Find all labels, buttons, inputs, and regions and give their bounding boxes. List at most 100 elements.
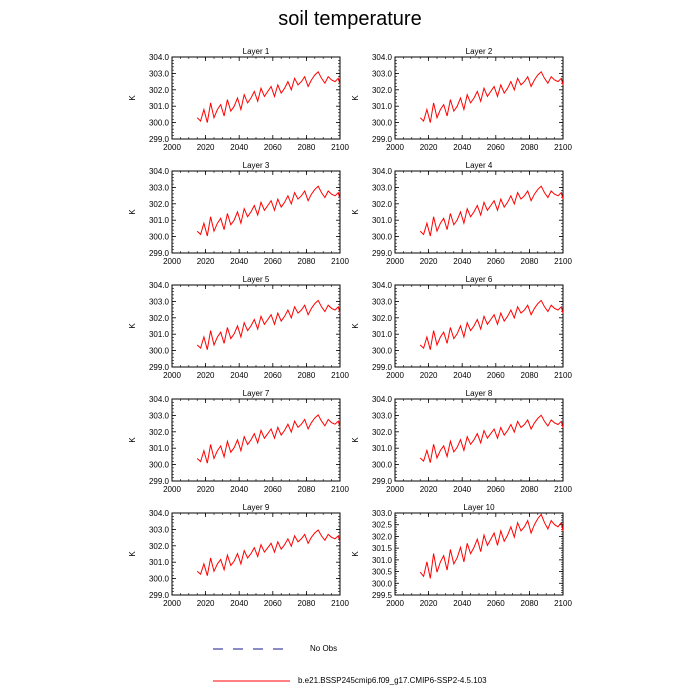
panel-4: Layer 4 K 299.0 300.0 301.0 302.0 303.0 304.0 20…: [351, 161, 572, 266]
y-tick-label: 300.0: [372, 347, 393, 356]
y-axis-label: K: [351, 209, 360, 215]
panel-2: Layer 2 K 299.0 300.0 301.0 302.0 303.0 304.0 20…: [351, 47, 572, 152]
panel-frame: [171, 398, 341, 482]
y-tick-label: 302.5: [372, 521, 393, 530]
x-tick-label: 2040: [453, 485, 471, 494]
y-tick-label: 301.0: [372, 102, 393, 111]
y-tick-label: 303.0: [372, 297, 393, 306]
x-tick-label: 2020: [420, 257, 438, 266]
panel-frame: [171, 170, 341, 254]
x-tick-label: 2100: [331, 599, 349, 608]
y-tick-label: 303.0: [149, 525, 170, 534]
y-axis-label: K: [128, 95, 137, 101]
y-axis-label: K: [128, 323, 137, 329]
x-tick-label: 2020: [197, 599, 215, 608]
panel-title: Layer 7: [243, 389, 270, 398]
y-tick-label: 299.0: [372, 477, 393, 486]
x-tick-label: 2020: [420, 371, 438, 380]
x-tick-label: 2020: [197, 257, 215, 266]
x-tick-label: 2080: [298, 143, 316, 152]
x-tick-label: 2080: [298, 599, 316, 608]
x-tick-label: 2000: [163, 599, 181, 608]
y-tick-label: 303.0: [149, 183, 170, 192]
panel-3: Layer 3 K 299.0 300.0 301.0 302.0 303.0 304.0 20…: [128, 161, 349, 266]
x-tick-label: 2020: [420, 599, 438, 608]
y-tick-label: 304.0: [372, 167, 393, 176]
y-axis-label: K: [128, 437, 137, 443]
x-tick-label: 2040: [453, 257, 471, 266]
y-tick-label: 301.0: [372, 216, 393, 225]
x-tick-label: 2040: [453, 143, 471, 152]
x-tick-label: 2060: [264, 485, 282, 494]
y-tick-label: 302.0: [372, 314, 393, 323]
series-line: [196, 185, 341, 237]
x-tick-label: 2000: [386, 257, 404, 266]
panel-title: Layer 1: [243, 47, 270, 56]
y-tick-label: 301.0: [372, 556, 393, 565]
x-tick-label: 2080: [521, 599, 539, 608]
x-tick-label: 2000: [163, 371, 181, 380]
x-tick-label: 2040: [453, 599, 471, 608]
y-axis-label: K: [128, 209, 137, 215]
y-tick-label: 299.0: [372, 363, 393, 372]
panel-title: Layer 9: [243, 503, 270, 512]
y-tick-label: 301.0: [372, 330, 393, 339]
y-tick-label: 304.0: [149, 509, 170, 518]
x-tick-label: 2000: [163, 485, 181, 494]
y-tick-label: 300.0: [149, 575, 170, 584]
y-tick-label: 302.0: [149, 314, 170, 323]
x-tick-label: 2000: [386, 599, 404, 608]
y-tick-label: 304.0: [149, 53, 170, 62]
y-tick-label: 302.0: [372, 86, 393, 95]
x-tick-label: 2060: [487, 599, 505, 608]
y-tick-label: 303.0: [149, 69, 170, 78]
y-tick-label: 304.0: [149, 167, 170, 176]
x-tick-label: 2080: [298, 371, 316, 380]
x-tick-label: 2100: [554, 599, 572, 608]
x-tick-label: 2040: [230, 371, 248, 380]
y-axis-label: K: [351, 95, 360, 101]
y-tick-label: 300.0: [372, 461, 393, 470]
y-tick-label: 303.0: [372, 183, 393, 192]
y-tick-label: 304.0: [149, 395, 170, 404]
panel-frame: [171, 56, 341, 140]
chart-title: soil temperature: [278, 8, 422, 30]
panel-title: Layer 10: [463, 503, 495, 512]
panel-9: Layer 9 K 299.0 300.0 301.0 302.0 303.0 304.0 20…: [128, 503, 349, 608]
x-tick-label: 2040: [230, 599, 248, 608]
x-tick-label: 2000: [386, 485, 404, 494]
series-line: [419, 414, 564, 463]
panel-frame: [394, 56, 564, 140]
y-tick-label: 301.0: [149, 330, 170, 339]
y-tick-label: 299.0: [372, 249, 393, 258]
panel-title: Layer 2: [466, 47, 493, 56]
y-tick-label: 303.0: [149, 411, 170, 420]
x-tick-label: 2100: [554, 143, 572, 152]
x-tick-label: 2040: [230, 485, 248, 494]
y-tick-label: 304.0: [372, 281, 393, 290]
panel-frame: [171, 512, 341, 596]
y-tick-label: 300.0: [149, 347, 170, 356]
y-tick-label: 299.0: [149, 363, 170, 372]
x-tick-label: 2100: [331, 257, 349, 266]
y-tick-label: 299.0: [372, 135, 393, 144]
panel-frame: [394, 398, 564, 482]
x-tick-label: 2080: [521, 257, 539, 266]
x-tick-label: 2060: [264, 143, 282, 152]
y-axis-label: K: [351, 551, 360, 557]
y-tick-label: 302.0: [149, 86, 170, 95]
panel-frame: [394, 170, 564, 254]
series-line: [419, 70, 564, 123]
x-tick-label: 2040: [453, 371, 471, 380]
x-tick-label: 2100: [331, 371, 349, 380]
y-tick-label: 300.0: [372, 119, 393, 128]
y-tick-label: 302.0: [149, 428, 170, 437]
y-tick-label: 300.0: [149, 461, 170, 470]
panel-title: Layer 8: [466, 389, 493, 398]
panel-1: Layer 1 K 299.0 300.0 301.0 302.0 303.0 304.0 20…: [128, 47, 349, 152]
y-tick-label: 300.5: [372, 568, 393, 577]
series-line: [196, 70, 341, 123]
series-line: [196, 414, 341, 464]
panel-title: Layer 5: [243, 275, 270, 284]
x-tick-label: 2020: [420, 485, 438, 494]
